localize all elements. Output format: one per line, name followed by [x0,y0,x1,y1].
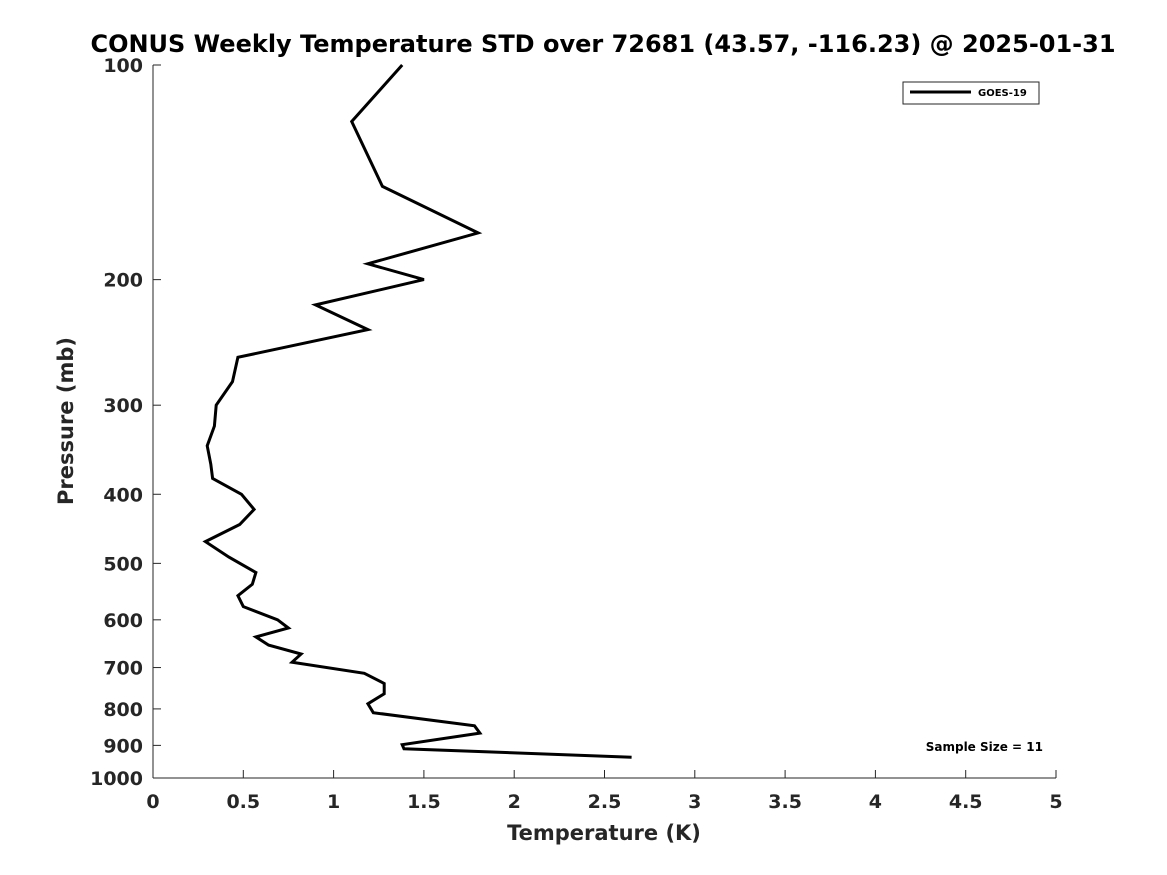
x-tick-label: 3 [688,791,701,813]
y-tick-label: 300 [103,395,143,417]
y-tick-label: 800 [103,699,143,721]
x-tick-label: 2 [508,791,521,813]
x-tick-label: 2.5 [588,791,622,813]
y-tick-label: 1000 [90,768,143,790]
chart-title: CONUS Weekly Temperature STD over 72681 … [90,30,1115,58]
y-tick-label: 500 [103,553,143,575]
y-tick-label: 400 [103,484,143,506]
series-group [202,64,632,759]
x-tick-label: 5 [1049,791,1062,813]
x-tick-label: 0 [146,791,159,813]
x-tick-label: 1.5 [407,791,441,813]
y-tick-label: 700 [103,658,143,680]
y-tick-label: 200 [103,270,143,292]
legend: GOES-19 [902,81,1040,105]
y-axis-label: Pressure (mb) [54,337,78,505]
legend-entry-goes-19: GOES-19 [978,88,1027,99]
y-ticks: 100 200 300 400 500 600 700 800 900 1000 [90,55,161,790]
x-tick-label: 1 [327,791,340,813]
y-tick-label: 900 [103,735,143,757]
x-ticks: 0 0.5 1 1.5 2 2.5 3 3.5 4 4.5 5 [146,770,1063,813]
x-axis-label: Temperature (K) [507,821,701,845]
y-tick-label: 600 [103,610,143,632]
sample-size-annotation: Sample Size = 11 [926,740,1043,754]
series-line-goes-19 [202,64,632,759]
x-tick-label: 4.5 [949,791,983,813]
x-tick-label: 3.5 [768,791,802,813]
axes [152,65,1056,779]
y-tick-label: 100 [103,55,143,77]
x-tick-label: 4 [869,791,882,813]
x-tick-label: 0.5 [226,791,260,813]
